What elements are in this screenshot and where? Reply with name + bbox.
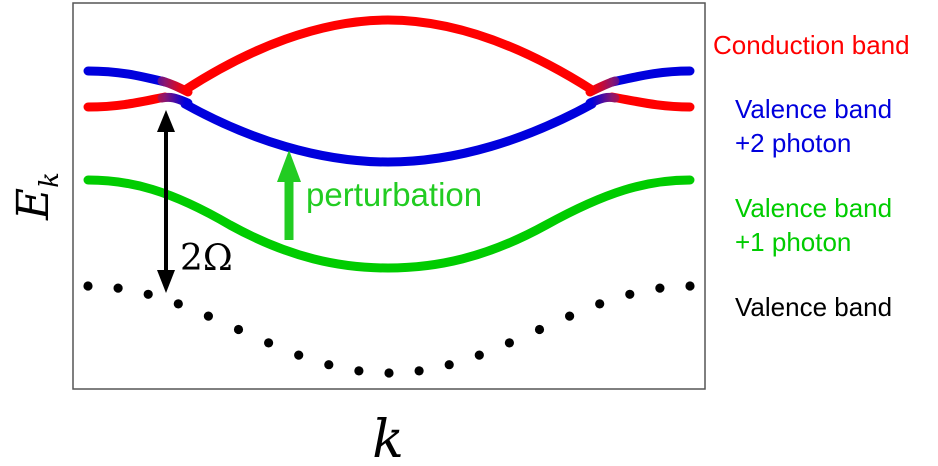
valence-band-dot [504, 338, 514, 348]
perturbation-arrow-head [277, 150, 301, 182]
valence-band-dot [143, 289, 153, 299]
valence-band-dot [83, 281, 93, 291]
valence-band-dot [233, 324, 244, 335]
valence-band-dot [264, 338, 274, 348]
valence-band-dot [113, 283, 123, 293]
valence-band-dot [203, 311, 213, 321]
legend-valence-plus1-line2: +1 photon [735, 227, 852, 257]
legend-valence-plus2: Valence band +2 photon [735, 92, 892, 160]
valence-plus2-left-tail [83, 66, 170, 87]
conduction-band-left-tail [83, 92, 170, 112]
y-axis-label-sub: k [35, 172, 65, 188]
plot-frame [72, 2, 706, 390]
legend-valence-plus1: Valence band +1 photon [735, 191, 892, 259]
gap-arrow-top-head [157, 110, 175, 132]
legend-valence-plus2-line2: +2 photon [735, 128, 852, 158]
legend-conduction-text: Conduction band [713, 30, 910, 60]
legend-conduction: Conduction band [713, 28, 910, 62]
legend-valence-plus2-line1: Valence band [735, 94, 893, 124]
gap-label: 2Ω [180, 238, 233, 279]
valence-band-dot [655, 283, 665, 293]
perturbation-label: perturbation [306, 176, 482, 213]
valence-band-dot [474, 350, 484, 360]
valence-band-dot [354, 366, 364, 376]
y-axis-label-main: E [8, 188, 59, 221]
valence-plus2-right-tail [607, 66, 695, 87]
svg-text:Ek: Ek [8, 172, 65, 221]
anticrossing-left-upper [157, 76, 193, 97]
conduction-band-right-tail [607, 92, 695, 112]
legend-valence-plus1-line1: Valence band [735, 193, 893, 223]
valence-band-dot [384, 368, 394, 378]
legend-valence-text: Valence band [735, 292, 893, 322]
gap-arrow-bottom-head [157, 270, 175, 293]
valence-band-dot [294, 350, 304, 360]
anticrossing-left-lower [157, 92, 193, 108]
anticrossing-right-lower [585, 92, 620, 108]
valence-band-dot [414, 366, 424, 376]
valence-band-dot [565, 311, 575, 321]
valence-band-dot [595, 299, 605, 309]
valence-band-dot [324, 360, 334, 370]
conduction-band-curve [180, 15, 597, 95]
valence-band-dot [173, 299, 183, 309]
legend-valence: Valence band [735, 290, 892, 324]
valence-band-dots [83, 281, 695, 378]
anticrossing-right-upper [585, 76, 620, 97]
valence-band-dot [625, 289, 635, 299]
y-axis-label: Ek [8, 172, 65, 221]
x-axis-label: k [372, 410, 404, 466]
valence-band-dot [534, 324, 545, 335]
valence-plus1-band-curve [83, 175, 695, 273]
valence-band-dot [685, 281, 695, 291]
valence-band-dot [444, 360, 454, 370]
valence-plus2-band-curve [180, 99, 597, 167]
